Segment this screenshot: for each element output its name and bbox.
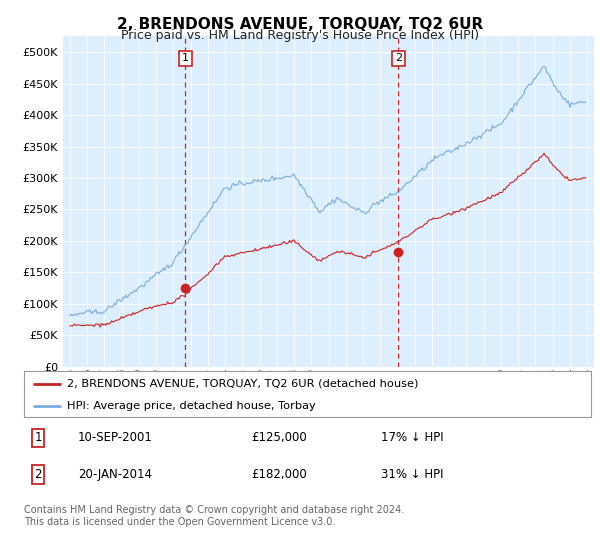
Text: 2: 2 (395, 53, 402, 63)
Text: 17% ↓ HPI: 17% ↓ HPI (381, 431, 444, 445)
Text: Contains HM Land Registry data © Crown copyright and database right 2024.
This d: Contains HM Land Registry data © Crown c… (24, 505, 404, 527)
Text: 1: 1 (34, 431, 42, 445)
Text: 2, BRENDONS AVENUE, TORQUAY, TQ2 6UR (detached house): 2, BRENDONS AVENUE, TORQUAY, TQ2 6UR (de… (67, 379, 418, 389)
Text: £125,000: £125,000 (251, 431, 307, 445)
Text: 1: 1 (182, 53, 189, 63)
Text: 20-JAN-2014: 20-JAN-2014 (78, 468, 152, 481)
Text: £182,000: £182,000 (251, 468, 307, 481)
Text: HPI: Average price, detached house, Torbay: HPI: Average price, detached house, Torb… (67, 401, 315, 410)
Text: 2: 2 (34, 468, 42, 481)
Text: Price paid vs. HM Land Registry's House Price Index (HPI): Price paid vs. HM Land Registry's House … (121, 29, 479, 42)
Text: 10-SEP-2001: 10-SEP-2001 (78, 431, 153, 445)
Text: 2, BRENDONS AVENUE, TORQUAY, TQ2 6UR: 2, BRENDONS AVENUE, TORQUAY, TQ2 6UR (117, 17, 483, 32)
Text: 31% ↓ HPI: 31% ↓ HPI (381, 468, 444, 481)
